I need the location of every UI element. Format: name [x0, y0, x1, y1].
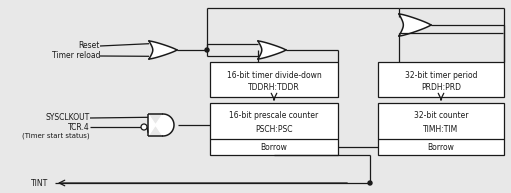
Bar: [378, 62, 504, 97]
Text: PRDH:PRD: PRDH:PRD: [421, 83, 461, 92]
Polygon shape: [148, 114, 174, 136]
Text: TDDRH:TDDR: TDDRH:TDDR: [248, 83, 300, 92]
Text: 32-bit counter: 32-bit counter: [414, 112, 468, 120]
Polygon shape: [149, 41, 177, 59]
Text: PSCH:PSC: PSCH:PSC: [256, 125, 293, 135]
Text: Timer reload: Timer reload: [52, 52, 100, 60]
Text: TIMH:TIM: TIMH:TIM: [424, 125, 459, 135]
Bar: [210, 62, 338, 97]
Text: TCR.4: TCR.4: [68, 123, 90, 131]
Text: (Timer start status): (Timer start status): [22, 133, 90, 139]
Text: Borrow: Borrow: [428, 144, 454, 152]
Text: Reset: Reset: [79, 41, 100, 51]
Text: TINT: TINT: [31, 179, 48, 189]
Text: Borrow: Borrow: [261, 144, 287, 152]
Circle shape: [141, 124, 147, 130]
Polygon shape: [258, 41, 286, 59]
Text: 32-bit timer period: 32-bit timer period: [405, 71, 477, 80]
Text: 16-bit timer divide-down: 16-bit timer divide-down: [226, 71, 321, 80]
Bar: [210, 103, 338, 155]
Text: 16-bit prescale counter: 16-bit prescale counter: [229, 112, 319, 120]
Circle shape: [368, 181, 372, 185]
Polygon shape: [399, 14, 431, 36]
Bar: [378, 103, 504, 155]
Circle shape: [205, 48, 209, 52]
Text: SYSCLKOUT: SYSCLKOUT: [46, 113, 90, 123]
